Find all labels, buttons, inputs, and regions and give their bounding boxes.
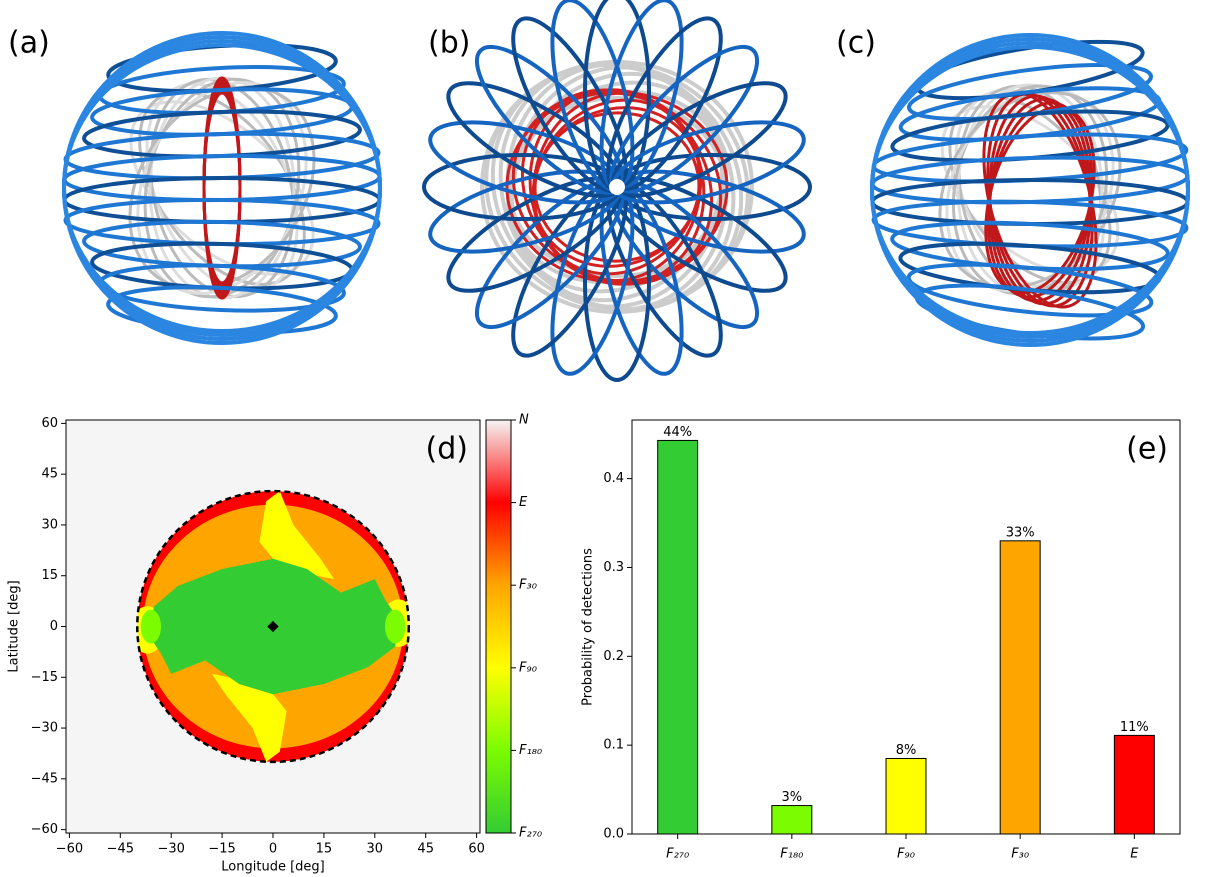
tube bbox=[128, 85, 316, 291]
y-tick-label: 0.4 bbox=[603, 471, 624, 486]
y-tick-label: 0.0 bbox=[603, 827, 624, 842]
region-f90 bbox=[259, 491, 335, 580]
boundary bbox=[136, 489, 410, 764]
panel-label: (d) bbox=[426, 432, 468, 467]
bar-value-label: 3% bbox=[782, 790, 803, 805]
bar bbox=[1113, 734, 1155, 835]
x-tick-label: 45 bbox=[417, 842, 434, 857]
bar bbox=[885, 757, 927, 835]
x-tick-label: F₃₀ bbox=[1011, 847, 1030, 862]
tube bbox=[870, 45, 1190, 335]
colorbar bbox=[485, 419, 512, 834]
y-tick-label: −30 bbox=[31, 721, 58, 736]
hole bbox=[609, 179, 625, 195]
panel-label: (c) bbox=[836, 26, 876, 61]
x-tick-label: 0 bbox=[269, 842, 277, 857]
x-tick-label: 15 bbox=[316, 842, 333, 857]
panel-label: (e) bbox=[1126, 432, 1168, 467]
x-tick-label: 60 bbox=[468, 842, 485, 857]
y-tick-label: −60 bbox=[31, 822, 58, 837]
bar bbox=[657, 439, 699, 835]
y-tick-label: −15 bbox=[31, 670, 58, 685]
x-tick-label: F₂₇₀ bbox=[666, 847, 690, 862]
y-tick-label: 0.3 bbox=[603, 560, 624, 575]
bar-value-label: 33% bbox=[1006, 525, 1035, 540]
y-tick-label: 60 bbox=[41, 416, 58, 431]
colorbar-tick-label: F₉₀ bbox=[519, 660, 538, 675]
colorbar-tick-label: F₂₇₀ bbox=[519, 826, 543, 841]
colorbar-tick-label: N bbox=[519, 413, 529, 428]
y-axis-label: Latitude [deg] bbox=[7, 580, 22, 672]
panel-label: (b) bbox=[428, 26, 470, 61]
bar-value-label: 8% bbox=[896, 743, 917, 758]
x-tick-label: −45 bbox=[107, 842, 134, 857]
bar bbox=[771, 805, 813, 835]
x-tick-label: −60 bbox=[56, 842, 83, 857]
renders bbox=[62, 0, 1190, 382]
bar bbox=[999, 540, 1041, 835]
tube bbox=[62, 43, 382, 333]
y-axis-label: Probability of detections bbox=[581, 548, 596, 706]
x-tick-label: 30 bbox=[367, 842, 384, 857]
colorbar-tick-label: F₁₈₀ bbox=[519, 743, 543, 758]
y-tick-label: 0.1 bbox=[603, 738, 624, 753]
x-tick-label: F₉₀ bbox=[897, 847, 916, 862]
marker bbox=[267, 620, 279, 633]
x-tick-label: −15 bbox=[208, 842, 235, 857]
axes-frame bbox=[631, 419, 1181, 835]
tube bbox=[906, 262, 1154, 318]
region-f180 bbox=[384, 609, 406, 644]
y-tick-label: 30 bbox=[41, 517, 58, 532]
region-f180 bbox=[140, 609, 162, 644]
y-tick-label: −45 bbox=[31, 771, 58, 786]
y-tick-label: 15 bbox=[41, 568, 58, 583]
tube bbox=[507, 96, 727, 278]
bar-value-label: 44% bbox=[663, 425, 692, 440]
y-tick-label: 45 bbox=[41, 467, 58, 482]
y-tick-label: 0 bbox=[50, 619, 58, 634]
x-tick-label: −30 bbox=[157, 842, 184, 857]
tube bbox=[202, 91, 242, 285]
colorbar-tick-label: E bbox=[519, 495, 528, 510]
x-axis-label: Longitude [deg] bbox=[221, 860, 324, 875]
panel-label: (a) bbox=[8, 26, 50, 61]
x-tick-label: E bbox=[1130, 847, 1139, 862]
colorbar-tick-label: F₃₀ bbox=[519, 578, 538, 593]
x-tick-label: F₁₈₀ bbox=[780, 847, 804, 862]
y-tick-label: 0.2 bbox=[603, 649, 624, 664]
region-f90 bbox=[211, 673, 287, 762]
bar-value-label: 11% bbox=[1120, 720, 1149, 735]
